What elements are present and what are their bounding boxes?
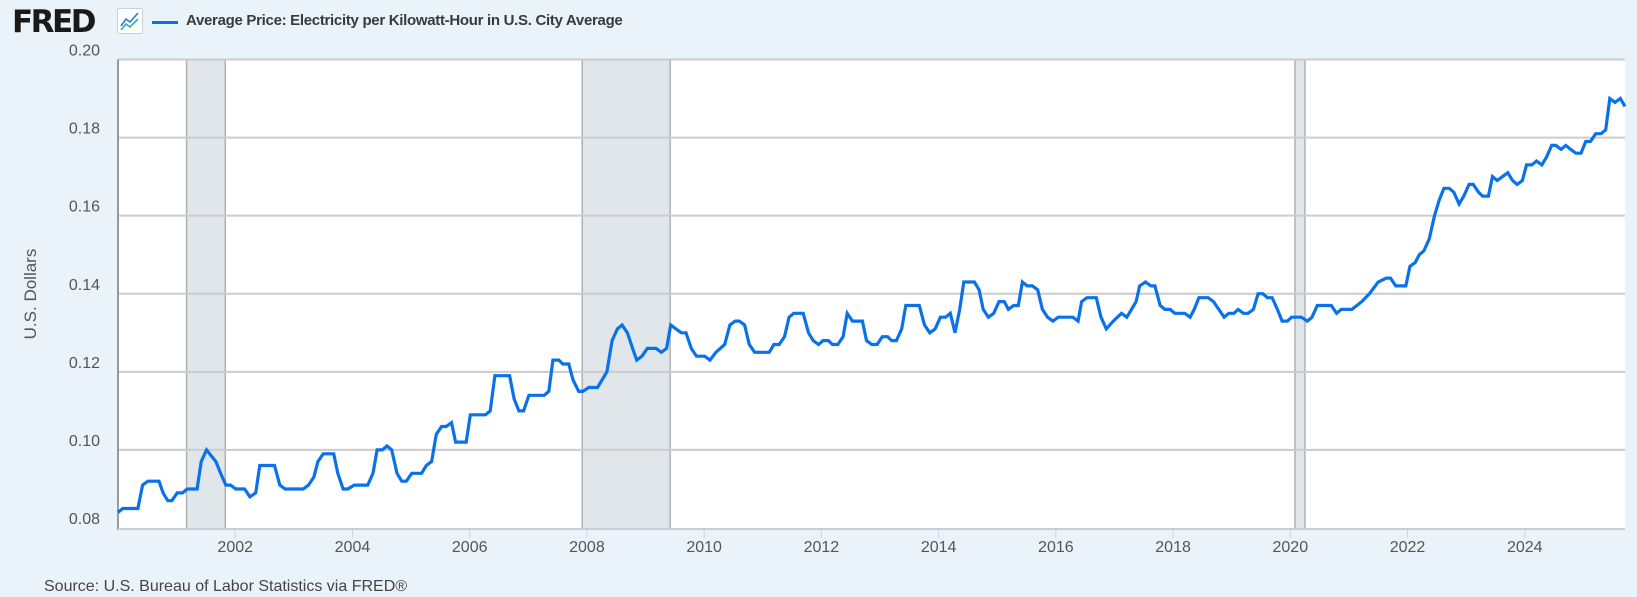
y-axis-label: U.S. Dollars (21, 248, 40, 340)
y-tick-label: 0.08 (69, 511, 100, 528)
x-tick-label: 2010 (686, 539, 722, 556)
x-tick-label: 2018 (1155, 539, 1191, 556)
x-tick-label: 2006 (452, 539, 488, 556)
x-tick-label: 2008 (569, 539, 605, 556)
legend-swatch (152, 21, 178, 24)
x-tick-label: 2012 (804, 539, 840, 556)
series-title[interactable]: Average Price: Electricity per Kilowatt-… (186, 12, 623, 29)
y-tick-label: 0.18 (69, 121, 100, 138)
x-tick-label: 2004 (335, 539, 371, 556)
y-tick-label: 0.20 (69, 43, 100, 60)
source-note: Source: U.S. Bureau of Labor Statistics … (44, 578, 408, 595)
x-tick-label: 2020 (1273, 539, 1309, 556)
x-tick-label: 2002 (217, 539, 253, 556)
chart-line-icon[interactable] (117, 8, 143, 34)
x-tick-label: 2022 (1390, 539, 1426, 556)
x-tick-label: 2014 (921, 539, 957, 556)
y-tick-label: 0.14 (69, 277, 100, 294)
x-tick-label: 2016 (1038, 539, 1074, 556)
y-tick-label: 0.12 (69, 355, 100, 372)
fred-logo[interactable]: FRED (12, 4, 96, 40)
series-line (116, 95, 1627, 514)
x-tick-label: 2024 (1507, 539, 1543, 556)
y-tick-label: 0.10 (69, 433, 100, 450)
y-tick-label: 0.16 (69, 199, 100, 216)
